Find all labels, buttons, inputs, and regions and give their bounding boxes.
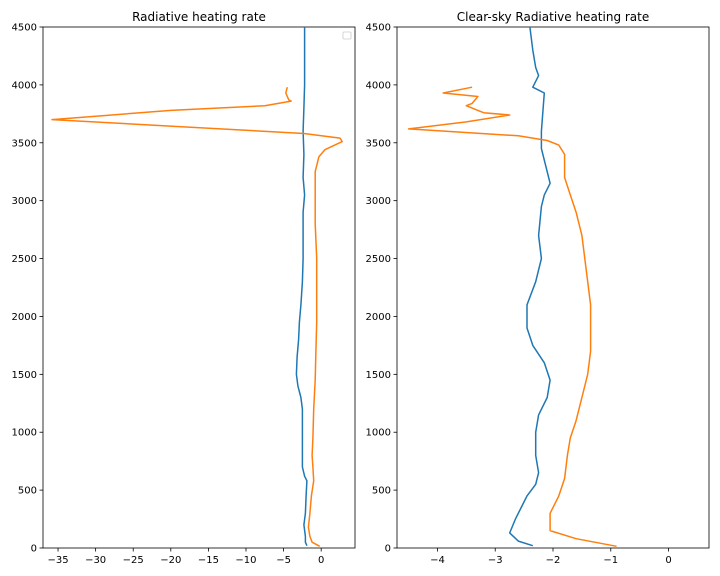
y-tick-label: 3000 [366,196,391,207]
series-line-1 [295,27,308,546]
x-tick-label: −2 [546,555,561,566]
y-tick-label: 0 [385,544,391,555]
y-tick-label: 3500 [366,138,391,149]
x-tick-label: −4 [430,555,445,566]
y-tick-label: 2000 [12,312,37,323]
x-tick-label: −30 [85,555,106,566]
series-line-1 [508,26,551,547]
y-tick-label: 500 [18,486,37,497]
x-tick-label: −3 [488,555,503,566]
y-tick-label: 3000 [12,196,37,207]
y-tick-label: 2500 [12,254,37,265]
x-tick-label: −10 [235,555,256,566]
series-line-2 [51,87,343,547]
chart-2: Clear-sky Radiative heating rate −4 −3 −2 −1… [366,10,710,566]
plot-area [396,26,710,549]
legend-box [342,31,352,40]
x-tick-label: −15 [198,555,219,566]
y-tick-label: 1000 [12,428,37,439]
x-tick-label: −25 [123,555,144,566]
y-tick-label: 2000 [366,312,391,323]
y-tick-label: 2500 [366,254,391,265]
x-tick-label: 0 [665,555,671,566]
y-tick-label: 3500 [12,138,37,149]
y-tick-label: 1500 [12,370,37,381]
y-tick-label: 0 [31,544,37,555]
chart-title: Clear-sky Radiative heating rate [457,10,650,24]
chart-1: Radiative heating rate −35 −30 −25 −20 −15 −10… [12,10,356,566]
x-tick-label: −35 [47,555,68,566]
y-tick-label: 1500 [366,370,391,381]
chart-title: Radiative heating rate [132,10,266,24]
x-tick-label: −5 [276,555,291,566]
plot-area [42,26,356,549]
x-tick-label: −1 [603,555,618,566]
series-line-2 [407,86,617,548]
y-tick-label: 500 [372,486,391,497]
x-tick-label: 0 [318,555,324,566]
y-tick-label: 4000 [366,80,391,91]
y-tick-label: 4500 [12,23,37,34]
y-tick-label: 1000 [366,428,391,439]
y-tick-label: 4500 [366,23,391,34]
x-tick-label: −20 [160,555,181,566]
y-tick-label: 4000 [12,80,37,91]
